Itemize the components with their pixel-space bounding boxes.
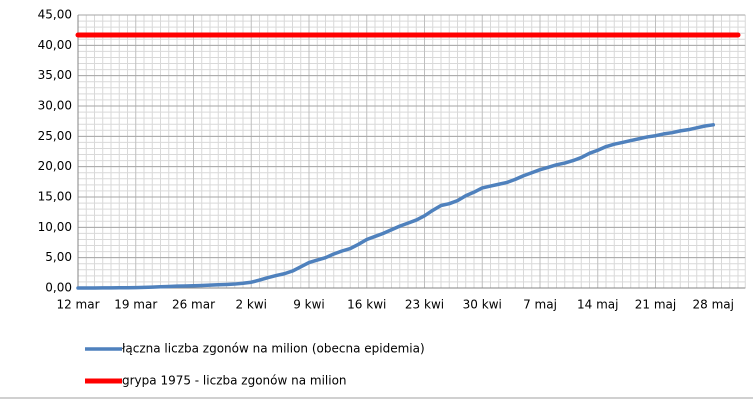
x-tick-label: 12 mar	[56, 298, 99, 312]
y-tick-label: 30,00	[38, 99, 72, 113]
y-tick-label: 0,00	[45, 281, 72, 295]
y-tick-label: 45,00	[38, 8, 72, 22]
x-tick-label: 2 kwi	[235, 298, 267, 312]
x-tick-label: 30 kwi	[463, 298, 502, 312]
y-tick-label: 20,00	[38, 159, 72, 173]
legend-label: łączna liczba zgonów na milion (obecna e…	[122, 342, 425, 356]
legend-label: grypa 1975 - liczba zgonów na milion	[122, 374, 347, 388]
x-tick-label: 26 mar	[172, 298, 215, 312]
y-tick-label: 10,00	[38, 220, 72, 234]
y-tick-label: 15,00	[38, 190, 72, 204]
x-tick-label: 21 maj	[635, 298, 676, 312]
y-tick-label: 25,00	[38, 129, 72, 143]
series-line	[76, 123, 715, 290]
x-tick-label: 23 kwi	[405, 298, 444, 312]
y-tick-label: 5,00	[45, 250, 72, 264]
x-tick-label: 28 maj	[693, 298, 734, 312]
x-tick-label: 7 maj	[523, 298, 557, 312]
x-tick-label: 16 kwi	[347, 298, 386, 312]
x-tick-label: 9 kwi	[293, 298, 325, 312]
y-tick-label: 40,00	[38, 38, 72, 52]
x-tick-label: 19 mar	[114, 298, 157, 312]
x-tick-label: 14 maj	[577, 298, 618, 312]
y-tick-label: 35,00	[38, 68, 72, 82]
